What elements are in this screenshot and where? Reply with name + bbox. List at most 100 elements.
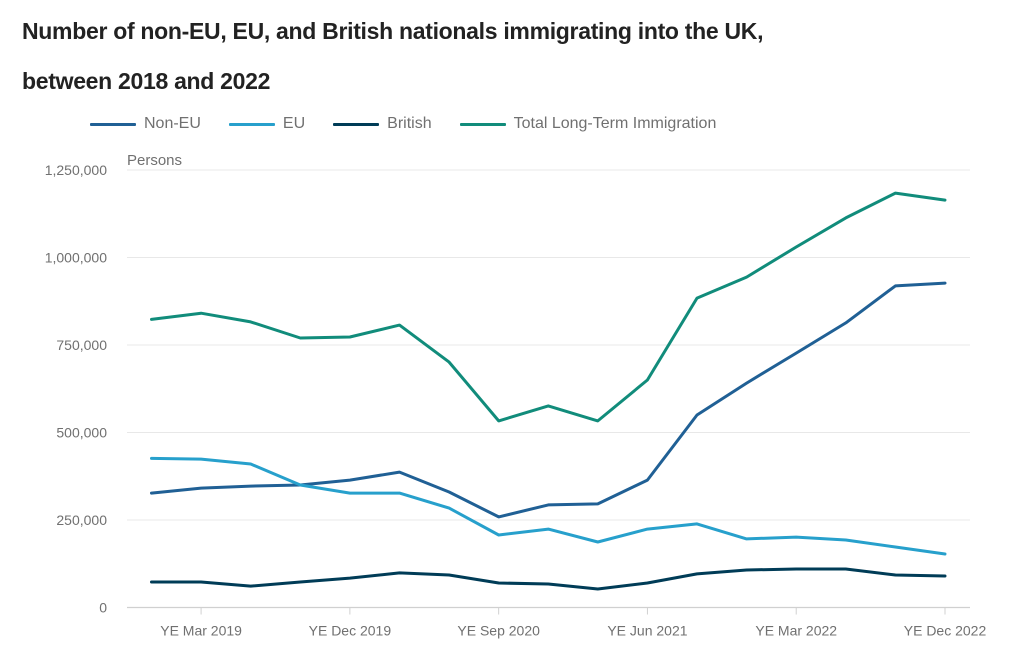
data-point[interactable] (694, 521, 700, 527)
data-point[interactable] (149, 579, 155, 585)
data-point[interactable] (843, 320, 849, 326)
legend-item-total[interactable]: Total Long-Term Immigration (459, 115, 717, 133)
data-point[interactable] (297, 335, 303, 341)
data-point[interactable] (496, 532, 502, 538)
data-point[interactable] (347, 334, 353, 340)
data-point[interactable] (446, 572, 452, 578)
data-point[interactable] (644, 580, 650, 586)
data-point[interactable] (595, 586, 601, 592)
x-tick-label: YE Dec 2022 (904, 623, 987, 639)
data-point[interactable] (694, 571, 700, 577)
y-tick-label: 0 (99, 600, 107, 616)
data-point[interactable] (297, 579, 303, 585)
data-point[interactable] (744, 380, 750, 386)
data-point[interactable] (595, 539, 601, 545)
data-point[interactable] (843, 537, 849, 543)
y-tick-label: 250,000 (56, 512, 107, 528)
series-lines (149, 190, 948, 592)
data-point[interactable] (496, 418, 502, 424)
data-point[interactable] (347, 575, 353, 581)
data-point[interactable] (843, 215, 849, 221)
y-tick-label: 1,000,000 (45, 250, 107, 266)
data-point[interactable] (347, 477, 353, 483)
data-point[interactable] (396, 490, 402, 496)
data-point[interactable] (942, 280, 948, 286)
data-point[interactable] (496, 580, 502, 586)
data-point[interactable] (843, 566, 849, 572)
data-point[interactable] (644, 477, 650, 483)
legend-label-british: British (387, 115, 432, 132)
legend-item-british[interactable]: British (333, 115, 432, 133)
data-point[interactable] (446, 359, 452, 365)
legend-item-eu[interactable]: EU (228, 115, 306, 133)
data-point[interactable] (793, 534, 799, 540)
data-point[interactable] (198, 310, 204, 316)
data-point[interactable] (545, 403, 551, 409)
data-point[interactable] (942, 551, 948, 557)
data-point[interactable] (644, 526, 650, 532)
legend-label-total: Total Long-Term Immigration (513, 115, 717, 132)
legend-swatch-british (333, 122, 380, 126)
data-point[interactable] (396, 570, 402, 576)
data-point[interactable] (248, 583, 254, 589)
data-point[interactable] (793, 244, 799, 250)
legend-swatch-non-eu (90, 122, 136, 126)
y-axis-unit-label: Persons (127, 152, 182, 169)
data-point[interactable] (198, 485, 204, 491)
data-point[interactable] (297, 482, 303, 488)
data-point[interactable] (644, 377, 650, 383)
chart-legend: Non-EU EU British Total Long-Term Immigr… (90, 112, 744, 136)
data-point[interactable] (892, 544, 898, 550)
legend-swatch-total (459, 122, 506, 126)
data-point[interactable] (149, 316, 155, 322)
data-point[interactable] (595, 418, 601, 424)
data-point[interactable] (942, 573, 948, 579)
data-point[interactable] (892, 190, 898, 196)
y-tick-label: 1,250,000 (45, 162, 107, 178)
gridlines (127, 169, 970, 521)
legend-item-non-eu[interactable]: Non-EU (90, 115, 201, 133)
y-tick-label: 750,000 (56, 337, 107, 353)
data-point[interactable] (396, 322, 402, 328)
legend-label-non-eu: Non-EU (144, 115, 201, 132)
data-point[interactable] (694, 412, 700, 418)
data-point[interactable] (248, 483, 254, 489)
data-point[interactable] (198, 456, 204, 462)
y-axis: 0 250,000 500,000 750,000 1,000,000 1,250,000 (45, 162, 108, 616)
data-point[interactable] (694, 295, 700, 301)
data-point[interactable] (744, 567, 750, 573)
data-point[interactable] (149, 455, 155, 461)
series-line-eu[interactable] (150, 456, 947, 556)
data-point[interactable] (892, 572, 898, 578)
series-line-total[interactable] (150, 191, 947, 423)
data-point[interactable] (347, 490, 353, 496)
data-point[interactable] (446, 505, 452, 511)
data-point[interactable] (396, 469, 402, 475)
data-point[interactable] (892, 283, 898, 289)
x-tick-label: YE Mar 2022 (755, 623, 837, 639)
chart-title-line-1: Number of non-EU, EU, and British nation… (22, 18, 764, 44)
data-point[interactable] (198, 579, 204, 585)
series-line-british[interactable] (150, 567, 947, 591)
data-point[interactable] (248, 319, 254, 325)
data-point[interactable] (744, 274, 750, 280)
data-point[interactable] (793, 566, 799, 572)
data-point[interactable] (248, 461, 254, 467)
data-point[interactable] (793, 350, 799, 356)
data-point[interactable] (942, 197, 948, 203)
x-tick-label: YE Jun 2021 (607, 623, 687, 639)
y-tick-label: 500,000 (56, 425, 107, 441)
chart-title: Number of non-EU, EU, and British nation… (22, 6, 922, 106)
data-point[interactable] (545, 581, 551, 587)
data-point[interactable] (744, 536, 750, 542)
data-point[interactable] (595, 501, 601, 507)
data-point[interactable] (545, 526, 551, 532)
legend-label-eu: EU (282, 115, 306, 132)
data-point[interactable] (545, 502, 551, 508)
data-point[interactable] (149, 490, 155, 496)
x-tick-label: YE Dec 2019 (309, 623, 392, 639)
series-line-non-eu[interactable] (150, 281, 947, 519)
data-point[interactable] (496, 514, 502, 520)
data-point[interactable] (446, 489, 452, 495)
